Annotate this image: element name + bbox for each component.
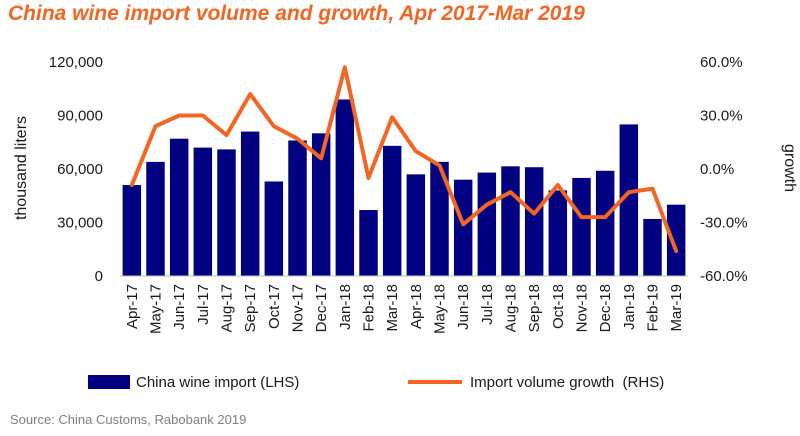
growth-line (129, 65, 679, 254)
bar-series (122, 99, 686, 276)
bar-Apr-17 (122, 185, 142, 276)
x-tick-label: Mar-18 (384, 284, 401, 332)
bar-Feb-18 (359, 210, 378, 276)
bar-Jan-18 (335, 99, 355, 276)
left-tick-label: 30,000 (57, 215, 103, 232)
bar-Mar-18 (382, 145, 402, 276)
x-tick-label: Jul-17 (195, 284, 212, 325)
bar-May-18 (430, 161, 449, 276)
x-tick-label: Jul-18 (479, 284, 496, 325)
bar-Aug-17 (217, 149, 236, 276)
x-tick-label: May-18 (432, 284, 449, 334)
bar-Dec-18 (595, 170, 615, 276)
bar-Feb-19 (643, 218, 662, 276)
bar-Jul-17 (193, 147, 213, 276)
x-tick-label: Feb-19 (645, 284, 662, 332)
bar-Nov-17 (288, 140, 307, 276)
x-tick-label: Nov-18 (574, 284, 591, 332)
x-tick-label: Aug-17 (219, 284, 236, 332)
left-tick-label: 60,000 (57, 161, 103, 178)
x-tick-label: Jun-18 (455, 284, 472, 330)
bar-Nov-18 (572, 177, 591, 276)
bar-Jan-19 (619, 124, 639, 276)
combo-chart: 0 30,000 60,000 90,000 120,000 -60.0% -30.0% 0… (13, 54, 798, 391)
bar-Jun-17 (169, 138, 189, 276)
x-tick-label: Sep-17 (242, 284, 259, 332)
right-axis-title: growth (781, 144, 798, 192)
legend: China wine import (LHS) Import volume gr… (88, 374, 664, 391)
x-tick-label: Dec-17 (313, 284, 330, 332)
x-tick-label: Oct-18 (550, 284, 567, 329)
source-note: Source: China Customs, Rabobank 2019 (10, 412, 247, 427)
bar-Jul-18 (477, 172, 497, 276)
x-tick-label: Sep-18 (526, 284, 543, 332)
legend-bar-swatch (88, 375, 130, 389)
bar-May-17 (146, 161, 165, 276)
bar-Dec-17 (311, 133, 331, 276)
x-tick-label: Mar-19 (668, 284, 685, 332)
left-axis-title: thousand liters (13, 116, 30, 220)
bar-Sep-17 (240, 131, 260, 276)
bar-Aug-18 (501, 166, 520, 276)
chart-title: China wine import volume and growth, Apr… (8, 2, 585, 25)
x-tick-label: Feb-18 (361, 284, 378, 332)
bar-Mar-19 (666, 204, 686, 276)
left-tick-label: 120,000 (49, 54, 103, 71)
x-tick-label: Jan-19 (621, 284, 638, 330)
right-tick-label: 60.0% (700, 54, 743, 71)
bar-Oct-17 (264, 181, 284, 276)
right-tick-label: 0.0% (700, 161, 734, 178)
x-tick-label: Dec-18 (597, 284, 614, 332)
x-tick-label: Oct-17 (266, 284, 283, 329)
x-axis-ticks: Apr-17 May-17 Jun-17 Jul-17 Aug-17 Sep-17 Oct-… (124, 284, 685, 334)
bar-Apr-18 (406, 174, 426, 276)
left-tick-label: 0 (95, 268, 103, 285)
right-tick-label: -30.0% (700, 215, 748, 232)
legend-bar-label: China wine import (LHS) (136, 374, 299, 391)
x-tick-label: May-17 (148, 284, 165, 334)
right-tick-label: -60.0% (700, 268, 748, 285)
x-tick-label: Apr-17 (124, 284, 141, 329)
bar-Oct-18 (548, 190, 568, 276)
left-axis-ticks: 0 30,000 60,000 90,000 120,000 (49, 54, 103, 285)
right-axis-ticks: -60.0% -30.0% 0.0% 30.0% 60.0% (700, 54, 748, 285)
x-tick-label: Nov-17 (290, 284, 307, 332)
legend-line-label: Import volume growth (RHS) (470, 374, 664, 391)
x-tick-label: Aug-18 (503, 284, 520, 332)
right-tick-label: 30.0% (700, 108, 743, 125)
bar-Jun-18 (453, 179, 473, 276)
bar-Sep-18 (524, 167, 544, 276)
left-tick-label: 90,000 (57, 108, 103, 125)
x-tick-label: Apr-18 (408, 284, 425, 329)
x-tick-label: Jun-17 (171, 284, 188, 330)
x-tick-label: Jan-18 (337, 284, 354, 330)
